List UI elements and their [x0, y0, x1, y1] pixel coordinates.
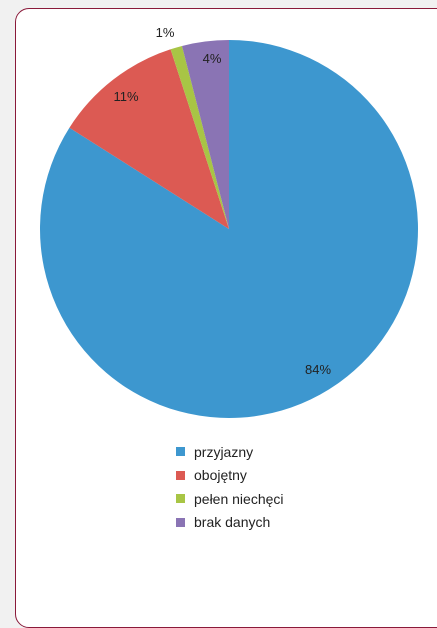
legend-item-brak-danych: brak danych: [176, 511, 284, 535]
legend-label-brak-danych: brak danych: [194, 514, 271, 531]
data-label-brak-danych: 4%: [203, 51, 222, 66]
legend-swatch-pelen-niecheci: [176, 494, 185, 504]
legend: przyjazny obojętny pełen niechęci brak d…: [176, 440, 284, 534]
legend-item-obojetny: obojętny: [176, 464, 284, 488]
legend-swatch-przyjazny: [176, 447, 185, 457]
legend-label-przyjazny: przyjazny: [194, 443, 254, 460]
pie-slice-pelen-niecheci: [170, 45, 229, 230]
legend-item-przyjazny: przyjazny: [176, 440, 284, 464]
data-label-pelen-niecheci: 1%: [156, 25, 175, 40]
legend-label-obojetny: obojętny: [194, 467, 247, 484]
legend-swatch-obojetny: [176, 470, 185, 480]
pie-slice-brak-danych: [181, 40, 229, 229]
pie-slices: [39, 40, 418, 418]
pie-slice-przyjazny: [39, 40, 418, 418]
legend-item-pelen-niecheci: pełen niechęci: [176, 487, 284, 511]
pie-chart: 84% 11% 1% 4%: [39, 25, 418, 418]
data-label-obojetny: 11%: [113, 89, 138, 104]
pie-data-labels: 84% 11% 1% 4%: [113, 25, 331, 377]
legend-label-pelen-niecheci: pełen niechęci: [194, 490, 284, 507]
data-label-przyjazny: 84%: [305, 362, 331, 377]
legend-swatch-brak-danych: [176, 517, 185, 527]
pie-slice-obojetny: [69, 49, 229, 229]
